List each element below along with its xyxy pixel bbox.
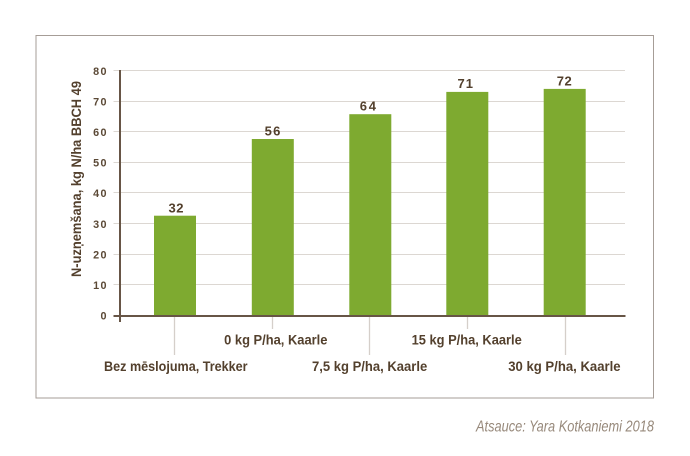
svg-text:N-uzņemšana, kg N/ha BBCH 49: N-uzņemšana, kg N/ha BBCH 49: [69, 81, 84, 277]
svg-text:10: 10: [93, 280, 106, 292]
svg-text:56: 56: [265, 123, 281, 138]
svg-text:80: 80: [93, 66, 106, 78]
svg-text:32: 32: [169, 200, 184, 215]
svg-text:7,5 kg P/ha, Kaarle: 7,5 kg P/ha, Kaarle: [312, 359, 428, 374]
svg-text:60: 60: [93, 127, 106, 139]
svg-text:70: 70: [93, 96, 106, 108]
svg-text:50: 50: [93, 158, 106, 170]
svg-text:15 kg P/ha, Kaarle: 15 kg P/ha, Kaarle: [412, 333, 523, 348]
svg-text:0 kg P/ha, Kaarle: 0 kg P/ha, Kaarle: [224, 333, 328, 348]
svg-text:Atsauce: Yara Kotkaniemi 2018: Atsauce: Yara Kotkaniemi 2018: [475, 419, 654, 436]
svg-text:0: 0: [100, 311, 106, 323]
svg-text:64: 64: [360, 98, 377, 113]
svg-text:30 kg P/ha, Kaarle: 30 kg P/ha, Kaarle: [508, 359, 621, 374]
svg-text:40: 40: [93, 188, 106, 200]
svg-text:30: 30: [93, 219, 106, 231]
svg-text:71: 71: [457, 76, 473, 91]
svg-text:72: 72: [557, 74, 572, 89]
svg-text:20: 20: [93, 249, 106, 261]
svg-text:Bez mēslojuma, Trekker: Bez mēslojuma, Trekker: [104, 359, 248, 374]
